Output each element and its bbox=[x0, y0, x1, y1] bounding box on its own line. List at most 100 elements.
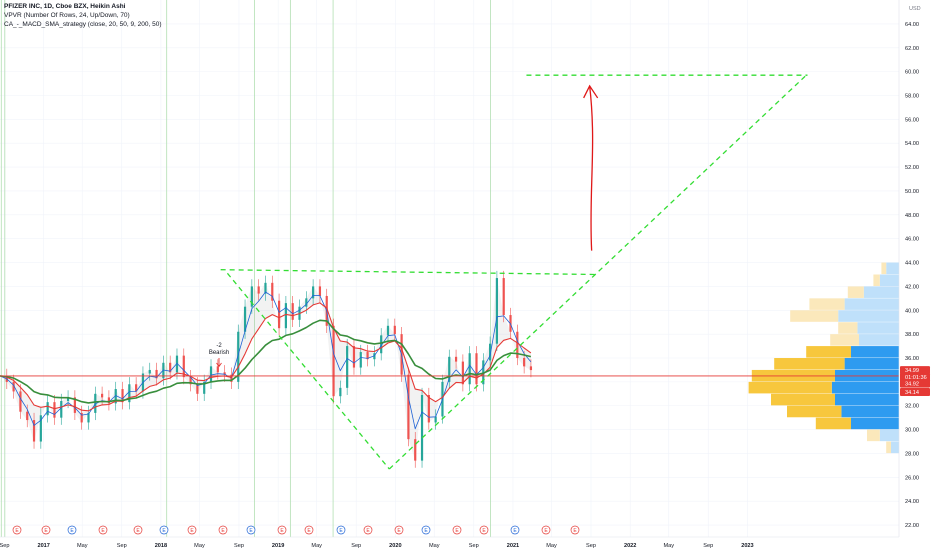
vp-down-bar bbox=[830, 334, 859, 346]
x-tick-label: May bbox=[663, 543, 674, 549]
x-tick-label: Sep bbox=[351, 543, 361, 549]
candle-body bbox=[148, 369, 151, 374]
cloud-segment bbox=[422, 390, 429, 423]
earnings-marker-glyph: E bbox=[190, 528, 194, 534]
candle-body bbox=[523, 358, 526, 367]
vp-up-bar bbox=[841, 405, 899, 418]
earnings-marker bbox=[452, 525, 462, 535]
candle-body bbox=[277, 300, 281, 329]
candle-body bbox=[332, 325, 335, 397]
x-tick-label: Sep bbox=[586, 543, 596, 549]
candle-body bbox=[12, 381, 15, 392]
x-tick-label: 2021 bbox=[507, 543, 519, 549]
price-tag-label: 34.99 bbox=[905, 368, 919, 374]
vp-up-bar bbox=[838, 310, 899, 322]
cloud-segment bbox=[496, 278, 504, 348]
candle-body bbox=[264, 282, 267, 294]
candle-body bbox=[101, 393, 104, 398]
candle-body bbox=[39, 415, 42, 442]
vp-down-bar bbox=[787, 405, 842, 418]
candle-body bbox=[223, 372, 226, 375]
arrow-shaft bbox=[589, 85, 594, 251]
candle-body bbox=[366, 352, 369, 360]
ema-cloud-fill bbox=[0, 278, 531, 461]
cloud-segment bbox=[40, 402, 48, 416]
vp-up-bar bbox=[891, 441, 899, 454]
cloud-segment bbox=[367, 351, 375, 360]
candle-body bbox=[19, 391, 22, 412]
candle-body bbox=[155, 369, 158, 379]
cloud-segment bbox=[503, 315, 511, 341]
earnings-marker bbox=[159, 525, 169, 535]
x-tick-label: Sep bbox=[0, 543, 9, 549]
earnings-marker bbox=[98, 525, 108, 535]
x-axis-labels[interactable]: Sep 2017 May Sep 2018 May Sep 2019 May Sep 2020 May… bbox=[0, 543, 754, 549]
x-tick-label: May bbox=[311, 543, 322, 549]
vp-up-bar bbox=[886, 262, 899, 275]
trendlines bbox=[220, 73, 808, 470]
vp-down-bar bbox=[806, 346, 851, 358]
cloud-segment bbox=[265, 282, 273, 319]
x-tick-label: Sep bbox=[469, 543, 479, 549]
x-tick-label: May bbox=[429, 543, 440, 549]
candle-body bbox=[434, 416, 437, 423]
earnings-marker bbox=[133, 525, 143, 535]
y-tick-label: 42.00 bbox=[905, 284, 919, 290]
symbol-title[interactable]: PFIZER INC, 1D, Cboe BZX, Heikin Ashi bbox=[4, 3, 126, 10]
earnings-marker bbox=[363, 525, 373, 535]
cloud-segment bbox=[299, 298, 307, 314]
earnings-marker-glyph: E bbox=[44, 528, 48, 534]
vp-down-bar bbox=[774, 358, 845, 370]
cloud-segment bbox=[122, 384, 130, 403]
bearish-annotation: -2 Bearish bbox=[209, 343, 229, 368]
vp-down-bar bbox=[815, 417, 851, 430]
y-tick-label: 56.00 bbox=[905, 117, 919, 123]
vp-down-bar bbox=[847, 286, 864, 298]
cloud-segment bbox=[272, 300, 280, 329]
price-axis[interactable] bbox=[899, 0, 932, 550]
cloud-segment bbox=[428, 397, 436, 423]
annotation-line1: -2 bbox=[216, 343, 222, 349]
cloud-segment bbox=[81, 410, 89, 423]
vp-up-bar bbox=[835, 393, 899, 406]
earnings-marker bbox=[394, 525, 404, 535]
candle-body bbox=[216, 366, 219, 373]
candle-body bbox=[291, 303, 294, 320]
vp-up-bar bbox=[831, 381, 899, 394]
candle-body bbox=[468, 353, 471, 385]
y-tick-label: 50.00 bbox=[905, 189, 919, 195]
candle-body bbox=[502, 278, 505, 316]
y-tick-label: 44.00 bbox=[905, 261, 919, 267]
vp-down-bar bbox=[809, 298, 845, 310]
cloud-segment bbox=[449, 356, 457, 389]
candle-body bbox=[107, 397, 111, 404]
earnings-marker bbox=[421, 525, 431, 535]
indicator-macd-strategy[interactable]: CA_-_MACD_SMA_strategy (close, 20, 50, 9… bbox=[4, 21, 162, 28]
cloud-segment bbox=[387, 325, 395, 344]
earnings-marker bbox=[277, 525, 287, 535]
cloud-segment bbox=[483, 343, 491, 375]
y-tick-label: 62.00 bbox=[905, 46, 919, 52]
ema-long-line bbox=[0, 319, 532, 404]
vp-up-bar bbox=[879, 429, 899, 442]
candle-body bbox=[318, 286, 322, 296]
candle-body bbox=[407, 374, 410, 440]
earnings-marker-glyph: E bbox=[424, 528, 428, 534]
x-tick-label: 2017 bbox=[37, 543, 49, 549]
earnings-marker-glyph: E bbox=[366, 528, 370, 534]
cloud-segment bbox=[524, 348, 531, 371]
cloud-segment bbox=[190, 376, 198, 394]
candle-body bbox=[448, 356, 451, 382]
candle-body bbox=[454, 356, 458, 362]
candle-body bbox=[386, 325, 390, 336]
y-tick-label: 22.00 bbox=[905, 523, 919, 529]
y-tick-label: 46.00 bbox=[905, 237, 919, 243]
candle-body bbox=[393, 325, 396, 335]
candle-body bbox=[489, 343, 492, 361]
price-tag-label: 01:01:36 bbox=[905, 375, 927, 381]
indicator-vpvr[interactable]: VPVR (Number Of Rows, 24, Up/Down, 70) bbox=[4, 12, 130, 19]
x-tick-label: May bbox=[77, 543, 88, 549]
